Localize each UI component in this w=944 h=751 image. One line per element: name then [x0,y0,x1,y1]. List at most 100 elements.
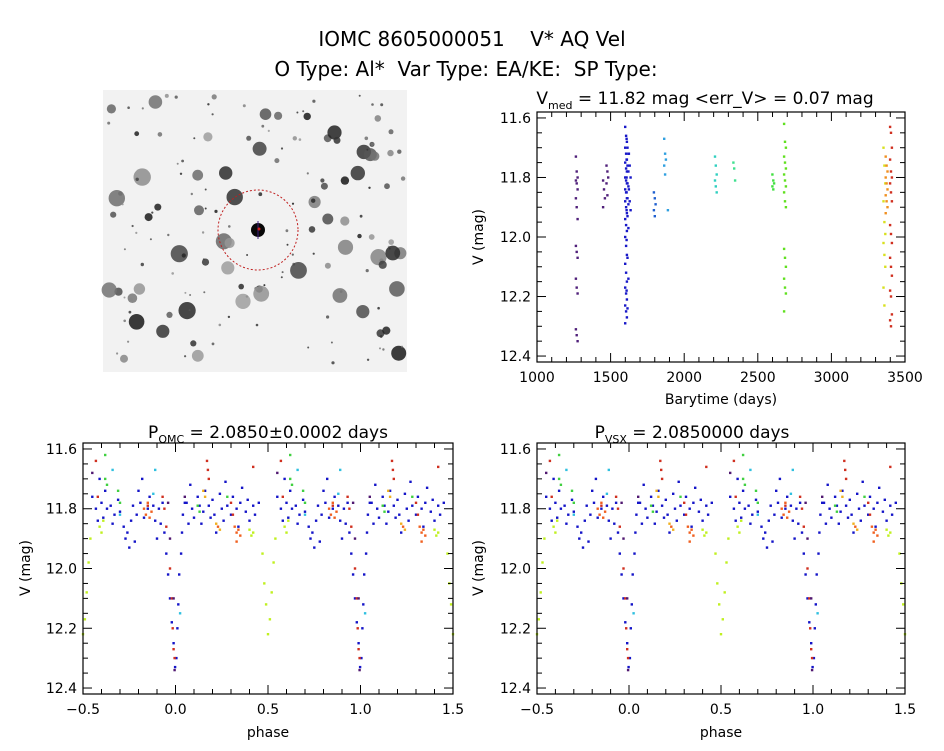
star [298,138,302,141]
data-point [772,188,775,191]
data-point [688,531,691,534]
star [134,131,140,137]
data-point [692,534,695,537]
data-point [732,161,735,164]
data-point [614,495,618,498]
data-point [660,477,664,481]
data-point [122,525,125,528]
data-point [634,531,637,534]
data-point [173,668,176,672]
data-point [733,179,737,182]
data-point [392,477,395,481]
data-point [442,501,445,504]
data-point [111,468,114,472]
data-point [664,158,668,161]
data-point [762,537,765,540]
data-point [624,262,627,265]
data-point [411,495,414,498]
data-point [296,468,299,472]
x-tick-label: 2500 [740,370,776,386]
data-point [605,492,609,495]
data-point [207,477,210,481]
data-point [383,510,386,513]
data-point [296,522,299,525]
data-point [113,513,116,516]
data-point [854,525,857,528]
data-point [888,319,892,322]
data-point [841,489,844,492]
data-point [276,495,279,498]
data-point [844,468,847,472]
star [193,137,196,140]
data-point [548,459,552,463]
data-point [780,516,783,519]
data-point [887,534,890,537]
y-tick-label: 12.0 [46,562,77,578]
data-point [889,295,893,298]
data-point [798,501,802,504]
star [391,345,407,361]
data-point [743,483,747,486]
data-point [437,531,440,534]
data-point [756,513,759,516]
data-point [821,495,824,498]
data-point [657,489,660,492]
data-point [627,170,630,173]
data-point [874,528,877,531]
data-point [388,489,392,492]
data-point [159,522,162,525]
data-point [333,516,336,519]
data-point [844,504,848,507]
star [312,99,316,103]
data-point [429,510,432,513]
data-point [852,522,855,525]
star [291,253,294,256]
data-point [545,495,548,498]
star [311,198,316,203]
data-points [535,453,907,672]
data-point [714,185,717,188]
data-point [624,286,627,289]
y-tick-label: 11.8 [46,502,77,518]
data-point [882,146,885,149]
data-point [885,200,888,203]
data-point [85,591,88,594]
star [221,261,235,275]
data-point [886,206,889,209]
data-point [736,477,739,481]
data-point [627,203,630,206]
star [379,347,381,350]
data-point [605,164,608,167]
x-tick-label: 3500 [887,370,923,386]
star [181,159,185,163]
data-point [620,501,623,504]
star [340,216,350,226]
data-point [626,307,629,310]
x-tick-label: 1.0 [349,702,371,718]
x-tick-label: 2000 [666,370,702,386]
star [149,238,152,241]
data-point [154,468,157,472]
data-point [358,665,362,669]
data-point [348,507,351,510]
data-point [572,501,575,504]
data-point [326,477,329,481]
data-point [885,164,888,167]
data-point [183,501,186,504]
data-point [701,528,704,531]
data-point [368,495,371,498]
star [179,172,183,175]
star [120,354,128,363]
data-point [802,525,805,528]
data-point [104,489,107,492]
data-point [713,155,717,158]
data-point [754,489,758,492]
phased-lightcurve-omc-plot: POMC = 2.0850±0.0002 days phase V (mag) … [18,423,464,741]
star [400,176,406,181]
data-point [235,507,238,510]
data-point [692,501,695,504]
star [194,205,204,216]
data-point [118,513,122,516]
data-point [837,522,840,525]
data-point [703,534,706,537]
